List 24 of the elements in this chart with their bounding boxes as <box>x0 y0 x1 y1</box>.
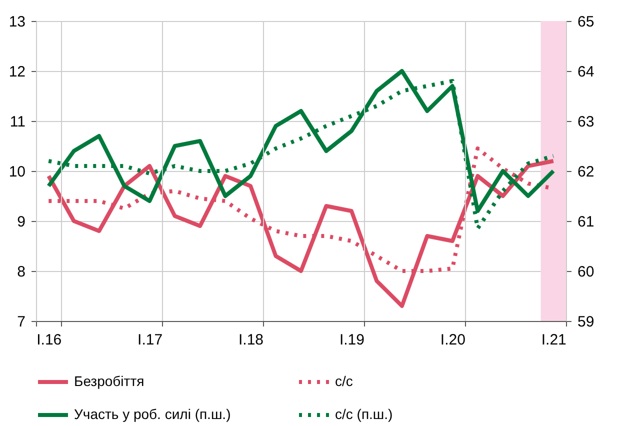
y-tick-label: 7 <box>17 314 26 330</box>
y-tick-label: 12 <box>8 64 26 80</box>
legend-label: с/с <box>335 373 353 389</box>
y-tick-label: 11 <box>10 114 26 130</box>
y2-tick-label: 61 <box>578 214 594 230</box>
x-tick-label: I.16 <box>36 332 62 348</box>
legend-label: Участь у роб. силі (п.ш.) <box>74 406 231 422</box>
legend-label: с/с (п.ш.) <box>335 406 393 422</box>
x-tick-label: I.19 <box>339 332 364 348</box>
y2-tick-label: 60 <box>578 264 594 280</box>
y-tick-label: 13 <box>8 14 26 30</box>
y-tick-label: 9 <box>17 214 26 230</box>
x-tick-label: I.18 <box>238 332 264 348</box>
x-tick-label: I.17 <box>138 332 163 348</box>
y2-tick-label: 63 <box>578 114 594 130</box>
y2-tick-label: 59 <box>578 314 594 330</box>
legend-label: Безробіття <box>74 373 144 389</box>
y-tick-label: 8 <box>17 264 26 280</box>
y2-tick-label: 64 <box>578 64 594 80</box>
y2-tick-label: 65 <box>578 14 594 30</box>
x-tick-label: I.21 <box>541 332 566 348</box>
y-tick-label: 10 <box>8 164 26 180</box>
x-tick-label: I.20 <box>440 332 466 348</box>
y2-tick-label: 62 <box>578 164 594 180</box>
